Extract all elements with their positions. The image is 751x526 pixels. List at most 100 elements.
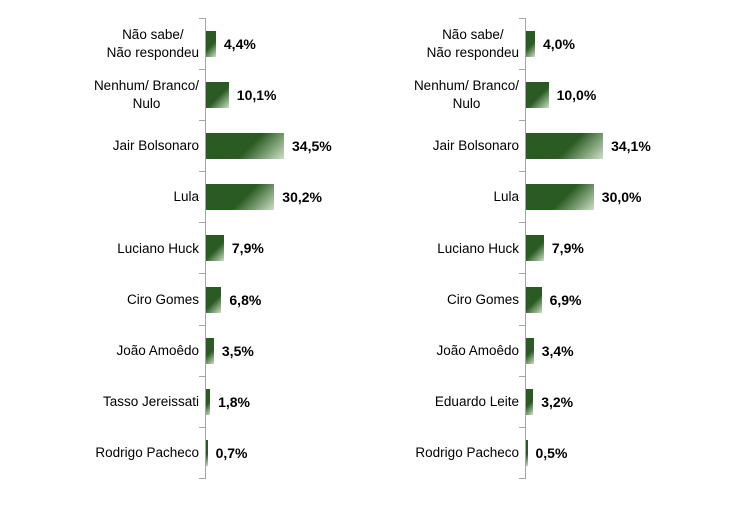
value-bar xyxy=(206,184,275,211)
plot-area: 10,0% xyxy=(518,68,704,121)
chart-row: Nenhum/ Branco/ Nulo 10,1% xyxy=(57,68,384,121)
category-label-text: João Amoêdo xyxy=(116,342,199,358)
poll-bar-chart-left: Não sabe/ Não respondeu 4,4% Nenhum/ Branc… xyxy=(57,17,384,480)
value-bar xyxy=(526,286,542,313)
category-label: João Amoêdo xyxy=(57,342,205,360)
category-label-text: Ciro Gomes xyxy=(126,291,199,307)
category-label: Lula xyxy=(377,188,525,206)
category-label: Ciro Gomes xyxy=(377,291,525,309)
value-bar xyxy=(526,132,604,159)
plot-area: 6,9% xyxy=(518,273,704,326)
category-label: Luciano Huck xyxy=(57,240,205,258)
value-bar xyxy=(206,132,284,159)
category-label: Ciro Gomes xyxy=(57,291,205,309)
value-label: 0,5% xyxy=(535,445,568,462)
category-label-text: Não sabe/ Não respondeu xyxy=(106,27,199,60)
category-label-text: Lula xyxy=(493,189,519,205)
plot-area: 3,4% xyxy=(518,324,704,377)
plot-area: 7,9% xyxy=(198,222,384,274)
plot-area: 10,1% xyxy=(198,68,384,121)
chart-row: Jair Bolsonaro 34,5% xyxy=(57,119,384,172)
category-label-text: Jair Bolsonaro xyxy=(112,138,199,154)
value-label: 6,8% xyxy=(229,291,262,308)
value-bar xyxy=(526,184,594,211)
category-label: João Amoêdo xyxy=(377,342,525,360)
category-label-text: Tasso Jereissati xyxy=(102,394,199,410)
value-bar xyxy=(526,81,549,108)
value-label: 1,8% xyxy=(218,393,251,410)
chart-row: Rodrigo Pacheco 0,5% xyxy=(377,426,704,480)
category-label: Nenhum/ Branco/ Nulo xyxy=(57,77,205,112)
value-bar xyxy=(206,81,229,108)
value-bar xyxy=(526,440,528,467)
category-label-text: Lula xyxy=(173,189,199,205)
chart-row: Luciano Huck 7,9% xyxy=(377,222,704,274)
category-label: Lula xyxy=(57,188,205,206)
plot-area: 6,8% xyxy=(198,273,384,326)
chart-rows: Não sabe/ Não respondeu 4,0% Nenhum/ Branc… xyxy=(377,17,704,480)
chart-row: Rodrigo Pacheco 0,7% xyxy=(57,426,384,480)
plot-area: 0,7% xyxy=(198,426,384,480)
category-label: Jair Bolsonaro xyxy=(57,137,205,155)
plot-area: 30,2% xyxy=(198,171,384,223)
plot-area: 7,9% xyxy=(518,222,704,274)
chart-row: Eduardo Leite 3,2% xyxy=(377,375,704,428)
plot-area: 4,4% xyxy=(198,17,384,70)
category-label-text: Nenhum/ Branco/ Nulo xyxy=(413,78,519,111)
value-bar xyxy=(526,30,535,57)
plot-area: 4,0% xyxy=(518,17,704,70)
chart-row: João Amoêdo 3,5% xyxy=(57,324,384,377)
category-label: Rodrigo Pacheco xyxy=(57,444,205,462)
chart-row: Ciro Gomes 6,9% xyxy=(377,273,704,326)
value-bar xyxy=(206,286,222,313)
category-label-text: Não sabe/ Não respondeu xyxy=(426,27,519,60)
chart-row: Jair Bolsonaro 34,1% xyxy=(377,119,704,172)
value-bar xyxy=(206,30,216,57)
chart-row: Ciro Gomes 6,8% xyxy=(57,273,384,326)
plot-area: 0,5% xyxy=(518,426,704,480)
chart-row: Lula 30,2% xyxy=(57,171,384,223)
value-bar xyxy=(206,337,214,364)
value-label: 3,2% xyxy=(541,393,574,410)
category-label-text: Rodrigo Pacheco xyxy=(95,445,199,461)
chart-row: Lula 30,0% xyxy=(377,171,704,223)
category-label: Tasso Jereissati xyxy=(57,393,205,411)
value-label: 30,2% xyxy=(282,189,322,206)
value-bar xyxy=(206,235,224,262)
value-bar xyxy=(206,388,211,415)
chart-row: João Amoêdo 3,4% xyxy=(377,324,704,377)
category-label-text: Jair Bolsonaro xyxy=(432,138,519,154)
category-label: Nenhum/ Branco/ Nulo xyxy=(377,77,525,112)
value-label: 10,0% xyxy=(556,86,597,103)
chart-rows: Não sabe/ Não respondeu 4,4% Nenhum/ Branc… xyxy=(57,17,384,480)
category-label: Não sabe/ Não respondeu xyxy=(57,26,205,61)
value-label: 4,4% xyxy=(223,35,256,52)
category-label: Luciano Huck xyxy=(377,240,525,258)
value-label: 30,0% xyxy=(601,189,642,206)
category-label: Não sabe/ Não respondeu xyxy=(377,26,525,61)
category-label-text: Luciano Huck xyxy=(117,240,199,256)
value-label: 34,1% xyxy=(611,137,651,154)
plot-area: 34,5% xyxy=(198,119,384,172)
value-label: 4,0% xyxy=(543,35,575,52)
value-label: 0,7% xyxy=(215,445,248,462)
value-bar xyxy=(526,235,544,262)
chart-row: Luciano Huck 7,9% xyxy=(57,222,384,274)
value-label: 3,5% xyxy=(221,342,254,359)
category-label: Rodrigo Pacheco xyxy=(377,444,525,462)
category-label-text: Nenhum/ Branco/ Nulo xyxy=(93,78,199,111)
category-label-text: Rodrigo Pacheco xyxy=(415,445,519,461)
value-label: 7,9% xyxy=(551,240,584,257)
chart-row: Nenhum/ Branco/ Nulo 10,0% xyxy=(377,68,704,121)
value-label: 7,9% xyxy=(231,240,264,257)
value-label: 34,5% xyxy=(292,137,332,154)
category-label-text: João Amoêdo xyxy=(436,342,519,358)
plot-area: 1,8% xyxy=(198,375,384,428)
chart-row: Tasso Jereissati 1,8% xyxy=(57,375,384,428)
value-label: 6,9% xyxy=(549,291,582,308)
value-bar xyxy=(206,440,208,467)
chart-row: Não sabe/ Não respondeu 4,0% xyxy=(377,17,704,70)
category-label: Eduardo Leite xyxy=(377,393,525,411)
category-label-text: Ciro Gomes xyxy=(446,291,519,307)
